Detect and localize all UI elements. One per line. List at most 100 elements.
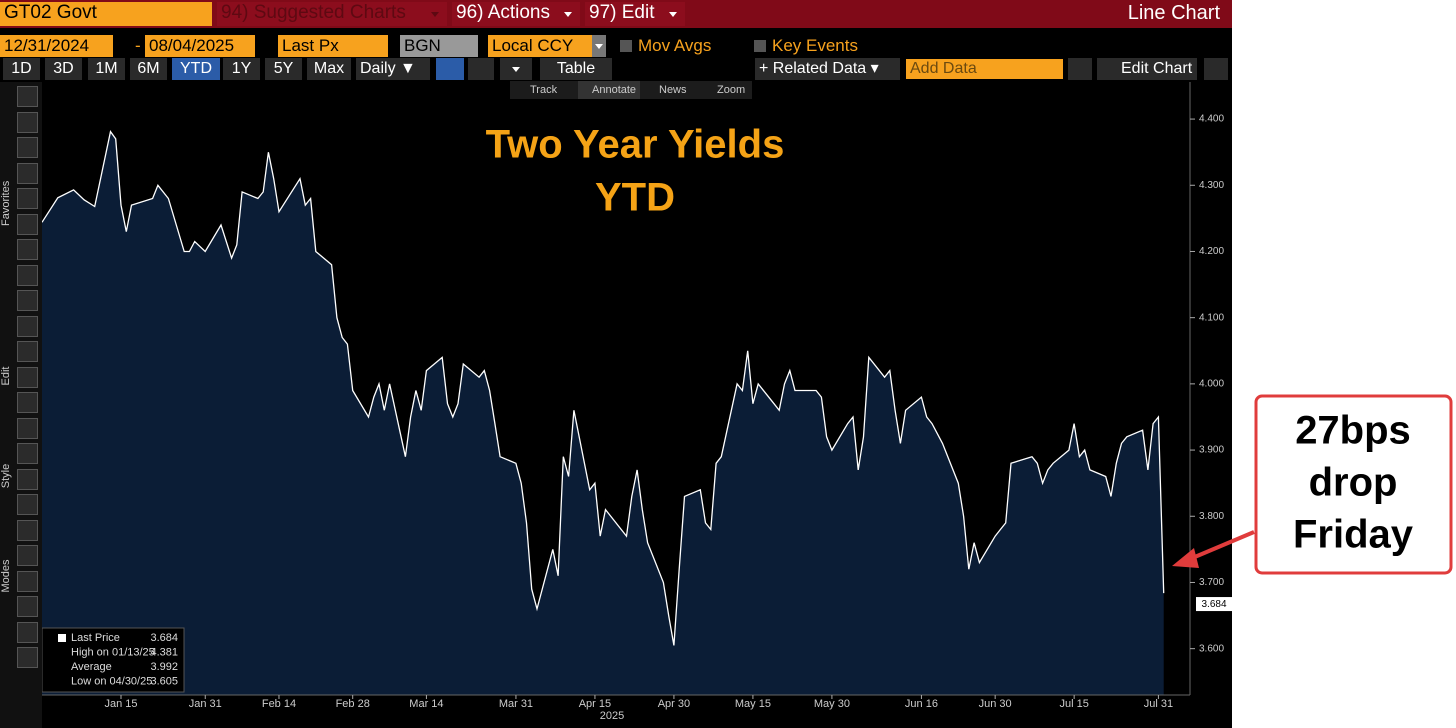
x-tick-label: Jan 31 (189, 698, 222, 710)
toggle-label: Key Events (772, 36, 858, 55)
tool-icon[interactable] (17, 315, 38, 337)
callout-text: 27bps (1295, 409, 1411, 453)
menu-button[interactable]: 97) Edit (585, 2, 685, 26)
y-tick-label: 4.300 (1199, 180, 1224, 191)
tool-icon[interactable] (17, 621, 38, 643)
security-field[interactable]: GT02 Govt (0, 2, 212, 26)
tool-icon[interactable] (17, 341, 38, 362)
range-button[interactable]: YTD (172, 58, 220, 80)
line (41, 130, 1165, 646)
y-tick-label: 4.100 (1199, 312, 1224, 323)
tool-icon[interactable] (17, 213, 38, 235)
x-tick-label: May 30 (814, 698, 850, 710)
tool-icon[interactable] (17, 86, 38, 107)
checkbox[interactable] (754, 40, 766, 52)
tool-icon[interactable] (17, 647, 38, 668)
tool-icon[interactable] (17, 570, 38, 592)
chart-subtitle: YTD (595, 176, 675, 220)
chart-type-bar[interactable] (468, 58, 494, 80)
menu-button[interactable]: 96) Actions (452, 2, 580, 26)
y-tick-label: 3.700 (1199, 577, 1224, 588)
tool-icon[interactable] (17, 545, 38, 566)
settings[interactable] (1204, 58, 1228, 80)
field[interactable]: Last Px (278, 35, 388, 57)
x-tick-label: Apr 30 (658, 698, 690, 710)
tool-icon[interactable] (17, 111, 38, 133)
chart-title: Two Year Yields (486, 123, 785, 167)
table-button[interactable]: Table (540, 58, 612, 80)
stat-value: 3.605 (150, 676, 178, 688)
dropdown-arrow (564, 12, 572, 17)
callout-arrow (1189, 530, 1255, 561)
tool-icon[interactable] (17, 468, 38, 490)
range-button[interactable]: 1M (88, 58, 125, 80)
tool-icon[interactable] (17, 596, 38, 617)
tool-icon[interactable] (17, 519, 38, 541)
chart-tool[interactable]: Annotate (578, 81, 640, 99)
source[interactable]: BGN (400, 35, 478, 57)
x-tick-label: Mar 31 (499, 698, 533, 710)
x-tick-label: Feb 14 (262, 698, 296, 710)
tool-icon[interactable] (17, 443, 38, 464)
date-separator: - (135, 36, 141, 55)
chart-type-line[interactable] (436, 58, 464, 80)
x-tick-label: Jul 15 (1059, 698, 1088, 710)
chart-tool[interactable]: Track (530, 84, 558, 96)
tool-icon[interactable] (17, 392, 38, 413)
checkbox[interactable] (620, 40, 632, 52)
tool-icon[interactable] (17, 417, 38, 439)
tool-icon[interactable] (17, 264, 38, 286)
stat-label: High on 01/13/25 (71, 647, 155, 659)
dropdown-arrow (595, 44, 603, 49)
end-date[interactable]: 08/04/2025 (145, 35, 255, 57)
range-button[interactable]: 1D (3, 58, 40, 80)
dropdown-arrow (512, 67, 520, 72)
tool-icon[interactable] (17, 137, 38, 158)
sidebar-section: Edit (0, 366, 12, 386)
y-tick-label: 3.900 (1199, 445, 1224, 456)
start-date[interactable]: 12/31/2024 (0, 35, 113, 57)
menu-button[interactable]: 94) Suggested Charts (217, 2, 447, 26)
callout-arrowhead (1172, 548, 1199, 568)
y-tick-label: 4.400 (1199, 114, 1224, 125)
stat-label: Last Price (71, 632, 120, 644)
last-value-box (1196, 597, 1232, 612)
tool-icon[interactable] (17, 290, 38, 311)
tool-icon[interactable] (17, 239, 38, 260)
x-tick-label: Jun 16 (905, 698, 938, 710)
currency[interactable]: Local CCY (488, 35, 592, 57)
y-tick-label: 3.800 (1199, 511, 1224, 522)
range-button[interactable]: 3D (45, 58, 82, 80)
range-button[interactable]: 1Y (223, 58, 260, 80)
related-data[interactable]: + Related Data ▾ (755, 58, 900, 80)
range-button[interactable]: 6M (130, 58, 167, 80)
y-tick-label: 3.600 (1199, 643, 1224, 654)
x-tick-label: Apr 15 (579, 698, 611, 710)
chart-tool[interactable]: Zoom (717, 84, 746, 96)
stat-value: 3.992 (150, 661, 178, 673)
dropdown-arrow (669, 12, 677, 17)
tool-icon[interactable] (17, 162, 38, 184)
x-tick-label: Mar 14 (409, 698, 443, 710)
last-value-label: 3.684 (1201, 599, 1226, 610)
sidebar-section: Modes (0, 559, 12, 593)
tool-icon[interactable] (17, 366, 38, 388)
chart-tool[interactable]: News (659, 84, 687, 96)
legend-swatch (58, 634, 66, 642)
x-tick-label: May 15 (735, 698, 771, 710)
collapse[interactable] (1068, 58, 1092, 80)
stat-label: Average (71, 661, 112, 673)
sidebar-section: Favorites (0, 180, 12, 226)
range-button[interactable]: 5Y (265, 58, 302, 80)
range-button[interactable]: Max (307, 58, 351, 80)
add-data[interactable]: Add Data (906, 59, 1063, 79)
y-tick-label: 4.000 (1199, 379, 1224, 390)
tool-icon[interactable] (17, 494, 38, 515)
edit-chart[interactable]: Edit Chart (1097, 58, 1197, 80)
tool-icon[interactable] (17, 188, 38, 209)
frequency[interactable]: Daily ▼ (356, 58, 430, 80)
area-fill (42, 131, 1164, 696)
x-tick-label: Jul 31 (1144, 698, 1173, 710)
